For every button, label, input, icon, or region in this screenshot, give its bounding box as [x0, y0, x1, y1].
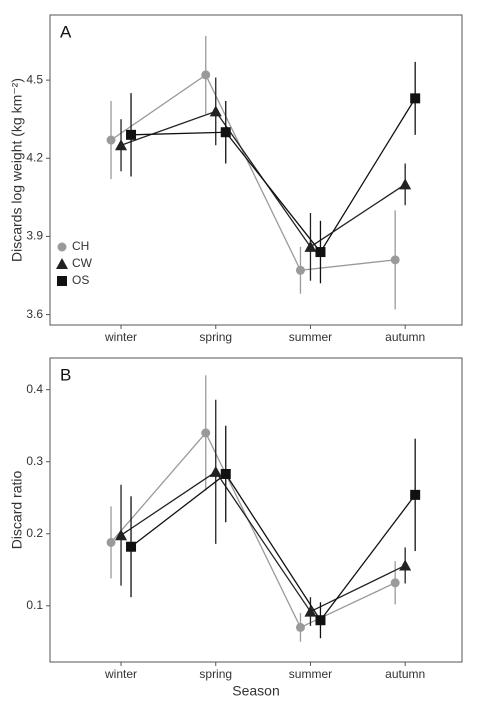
- marker: [209, 465, 222, 477]
- x-tick-label: summer: [289, 667, 332, 681]
- legend-marker: [57, 276, 67, 286]
- marker: [399, 178, 412, 190]
- marker: [115, 139, 128, 151]
- panel-label: B: [60, 365, 71, 384]
- marker: [304, 240, 317, 252]
- marker: [115, 529, 128, 541]
- x-tick-label: winter: [104, 667, 137, 681]
- plot-frame: [49, 14, 463, 326]
- series-line: [110, 431, 396, 629]
- marker: [209, 105, 222, 117]
- legend-marker: [57, 242, 67, 252]
- series-line: [131, 98, 416, 254]
- marker: [390, 255, 400, 265]
- y-tick-label: 3.9: [26, 229, 43, 243]
- y-tick-label: 0.3: [26, 454, 43, 468]
- marker: [410, 489, 421, 500]
- series-line: [120, 470, 406, 613]
- marker: [315, 615, 326, 626]
- marker: [220, 127, 231, 138]
- marker: [410, 93, 421, 104]
- marker: [295, 265, 305, 275]
- x-tick-label: spring: [199, 667, 232, 681]
- x-axis-label: Season: [232, 683, 279, 699]
- x-tick-label: autumn: [385, 330, 425, 344]
- marker: [201, 428, 211, 438]
- series-line: [130, 473, 416, 622]
- marker: [220, 468, 231, 479]
- y-tick-label: 0.4: [26, 382, 43, 396]
- y-tick-label: 0.1: [26, 598, 43, 612]
- legend-marker: [56, 258, 68, 269]
- marker: [399, 559, 412, 571]
- y-axis-label: Discard ratio: [9, 471, 25, 550]
- y-tick-label: 0.2: [26, 526, 43, 540]
- marker: [126, 541, 137, 552]
- legend-label: CW: [72, 256, 93, 270]
- series-line: [110, 73, 396, 271]
- x-tick-label: spring: [199, 330, 232, 344]
- x-tick-label: winter: [104, 330, 137, 344]
- marker: [315, 247, 326, 258]
- panel-label: A: [60, 22, 72, 41]
- y-tick-label: 4.5: [26, 72, 43, 86]
- marker: [126, 129, 137, 140]
- marker: [390, 578, 400, 588]
- plot-frame: [49, 357, 463, 663]
- x-tick-label: autumn: [385, 667, 425, 681]
- marker: [106, 537, 116, 547]
- y-tick-label: 4.2: [26, 150, 43, 164]
- x-tick-label: summer: [289, 330, 332, 344]
- marker: [201, 70, 211, 80]
- marker: [304, 605, 317, 617]
- marker: [295, 622, 305, 632]
- legend-label: OS: [72, 273, 89, 287]
- legend-label: CH: [72, 239, 89, 253]
- y-tick-label: 3.6: [26, 307, 43, 321]
- marker: [106, 135, 116, 145]
- y-axis-label: Discards log weight (kg km⁻²): [9, 78, 25, 262]
